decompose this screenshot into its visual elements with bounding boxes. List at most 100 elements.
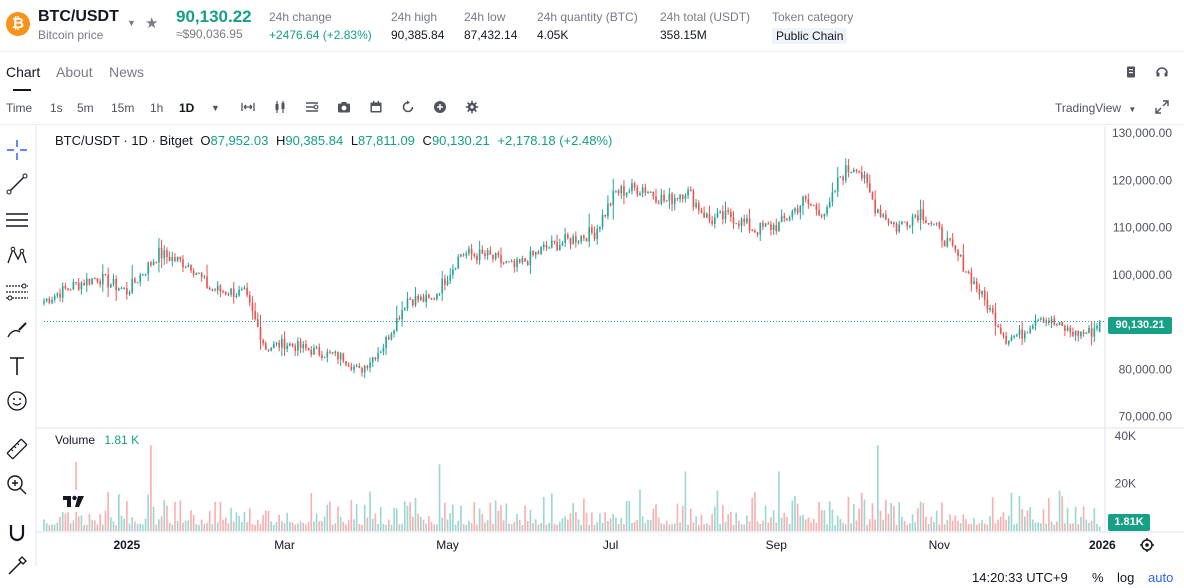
volume-bar <box>596 522 599 531</box>
candles-icon[interactable] <box>273 100 287 114</box>
calendar-icon[interactable] <box>369 100 383 114</box>
candle <box>748 218 751 231</box>
price-chart[interactable]: 130,000.00 120,000.00 110,000.00 100,000.00… <box>0 126 1184 566</box>
volume-bar <box>1007 515 1010 531</box>
candle <box>176 256 179 261</box>
volume-bar <box>812 519 815 531</box>
chart-mode-select[interactable]: TradingView ▼ <box>1055 101 1136 115</box>
tab-about[interactable]: About <box>56 64 93 80</box>
add-icon[interactable] <box>433 100 447 114</box>
volume-bar <box>999 516 1002 531</box>
volume-bar <box>502 520 505 531</box>
candle <box>166 250 168 257</box>
tab-news[interactable]: News <box>109 64 145 80</box>
volume-bar <box>949 514 951 531</box>
candle <box>246 287 248 296</box>
volume-bar <box>77 516 80 531</box>
candle <box>794 208 796 212</box>
interval-1s[interactable]: 1s <box>50 101 63 115</box>
tradingview-logo-icon[interactable] <box>60 490 88 512</box>
pattern-icon[interactable] <box>5 244 29 268</box>
volume-bar <box>826 524 828 531</box>
log-scale-toggle[interactable]: log <box>1117 570 1135 585</box>
candle <box>1032 325 1034 329</box>
candle <box>735 223 738 225</box>
tab-chart[interactable]: Chart <box>6 64 41 80</box>
replay-icon[interactable] <box>401 100 415 114</box>
volume-bar <box>756 521 759 531</box>
candle <box>492 254 494 259</box>
trend-line-icon[interactable] <box>5 172 29 196</box>
volume-bar <box>152 506 155 531</box>
candle <box>379 351 382 354</box>
volume-bar <box>628 501 631 531</box>
candle <box>505 261 508 264</box>
camera-icon[interactable] <box>337 100 351 114</box>
range-icon[interactable] <box>241 100 255 114</box>
interval-15m[interactable]: 15m <box>111 101 135 115</box>
volume-bar <box>387 519 390 531</box>
clock-time[interactable]: 14:20:33 UTC+9 <box>972 570 1068 585</box>
price-tick-label: 120,000.00 <box>1112 173 1172 187</box>
candle <box>799 205 802 213</box>
candle <box>970 272 973 285</box>
text-tool-icon[interactable] <box>5 354 29 378</box>
active-tab-indicator <box>13 89 31 91</box>
pair-symbol[interactable]: BTC/USDT <box>38 8 119 25</box>
candle <box>179 256 182 260</box>
volume-bar <box>935 510 938 531</box>
emoji-icon[interactable] <box>5 389 29 413</box>
fullscreen-icon[interactable] <box>1155 100 1169 114</box>
favorite-star-icon[interactable]: ★ <box>145 15 159 32</box>
time-axis-settings-icon[interactable] <box>1139 537 1155 553</box>
candle <box>534 251 537 255</box>
volume-bar <box>569 513 572 531</box>
legend-low-label: L <box>350 133 359 148</box>
settings-icon[interactable] <box>465 100 479 114</box>
candle <box>703 212 705 218</box>
volume-bar <box>681 505 684 531</box>
interval-dropdown-icon[interactable]: ▼ <box>211 103 220 113</box>
volume-bar <box>91 520 93 531</box>
candle <box>633 183 636 188</box>
volume-bar <box>676 503 679 531</box>
volume-bar <box>997 519 999 531</box>
candle <box>1002 333 1005 336</box>
category-badge[interactable]: Public Chain <box>772 28 848 44</box>
candle <box>697 202 700 211</box>
candle <box>663 194 665 201</box>
candle <box>134 278 136 283</box>
interval-1h[interactable]: 1h <box>150 101 164 115</box>
volume-bar <box>222 519 224 531</box>
volume-bar <box>518 519 521 531</box>
fib-retracement-icon[interactable] <box>5 281 29 305</box>
time-button[interactable]: Time <box>6 101 33 115</box>
volume-bar <box>131 517 134 531</box>
pair-dropdown-icon[interactable]: ▼ <box>127 18 136 28</box>
candle <box>812 205 815 207</box>
candle <box>922 209 925 221</box>
candle <box>126 287 128 295</box>
candle <box>874 199 876 214</box>
crosshair-icon[interactable] <box>5 138 29 162</box>
candle <box>174 257 176 261</box>
lock-drawing-icon[interactable] <box>5 554 29 578</box>
volume-bar <box>374 513 377 531</box>
notes-icon[interactable] <box>1124 65 1138 79</box>
auto-scale-toggle[interactable]: auto <box>1148 570 1174 585</box>
percent-scale-toggle[interactable]: % <box>1092 570 1104 585</box>
volume-bar <box>1042 509 1045 531</box>
candle <box>588 227 591 242</box>
volume-bar <box>457 520 460 531</box>
volume-bar <box>291 522 294 531</box>
zoom-in-icon[interactable] <box>5 473 29 497</box>
support-icon[interactable] <box>1155 65 1169 79</box>
magnet-icon[interactable] <box>5 522 29 546</box>
indicators-icon[interactable] <box>305 100 319 114</box>
brush-icon[interactable] <box>5 318 29 342</box>
volume-bar <box>922 502 925 531</box>
interval-1d[interactable]: 1D <box>179 101 195 115</box>
interval-5m[interactable]: 5m <box>77 101 94 115</box>
ruler-icon[interactable] <box>5 437 29 461</box>
horizontal-lines-icon[interactable] <box>5 208 29 232</box>
